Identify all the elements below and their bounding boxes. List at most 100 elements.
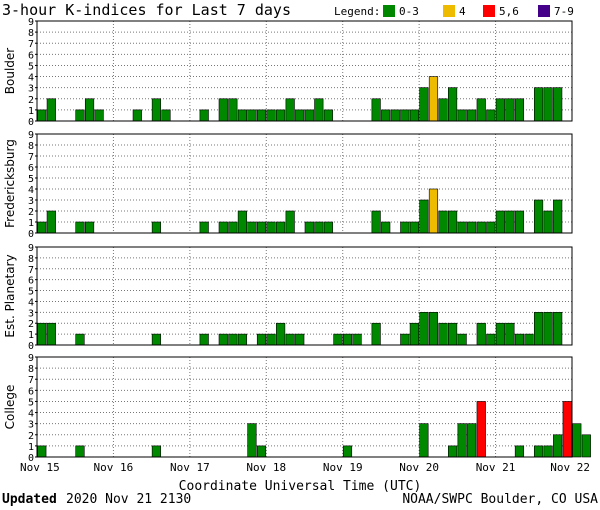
k-bar [457,109,467,122]
k-bar [409,109,419,122]
x-tick-label: Nov 22 [550,461,590,474]
k-bar [295,333,305,346]
k-bar [457,333,467,346]
k-bar [46,210,56,234]
k-bar [247,109,257,122]
k-bar [514,333,525,346]
k-bar [505,322,515,346]
k-bar [132,109,142,122]
k-bar [400,109,410,122]
k-bar [256,221,267,234]
k-bar [543,87,553,122]
k-bar [400,333,410,346]
panels: 0123456789Boulder0123456789Fredericksbur… [3,17,591,464]
k-bar [228,98,238,122]
k-bar [333,333,343,346]
y-tick-label: 5 [28,61,34,72]
y-tick-label: 6 [28,276,34,287]
k-bar [486,109,496,122]
k-bar [400,221,410,234]
k-bar [161,109,171,122]
legend: 0-3 4 5,6 7-9 [383,5,574,18]
k-bar [151,98,161,122]
y-tick-label: 8 [28,254,34,265]
k-bar [314,98,324,122]
k-bar [276,322,286,346]
y-tick-label: 8 [28,141,34,152]
k-bar [151,221,161,234]
k-bar [467,423,477,458]
k-bar [428,76,439,122]
panel-label: Boulder [3,48,17,95]
k-bar [438,98,448,122]
k-bar [486,333,496,346]
y-tick-label: 5 [28,287,34,298]
k-bar [323,221,333,234]
k-bar [572,423,582,458]
legend-swatch [443,5,455,17]
k-bar [256,333,267,346]
x-axis-ticks: Nov 15 Nov 16 Nov 17 Nov 18 Nov 19 Nov 20 Nov … [20,461,590,474]
y-tick-label: 9 [28,130,34,141]
k-bar [342,333,353,346]
y-tick-label: 3 [28,196,34,207]
k-bar [199,221,209,234]
chart-title: 3-hour K-indices for Last 7 days [2,1,291,19]
y-tick-label: 1 [28,106,34,117]
k-bar [84,98,95,122]
k-bar [151,445,161,458]
k-bar [476,98,486,122]
y-tick-label: 3 [28,84,34,95]
credit-text: NOAA/SWPC Boulder, CO USA [402,492,598,507]
k-bar [419,423,429,458]
k-bar [438,210,448,234]
k-bar [285,210,295,234]
k-bar [247,423,257,458]
k-bar [409,322,419,346]
y-tick-label: 6 [28,386,34,397]
k-bar [514,445,525,458]
k-bar [352,333,362,346]
y-tick-label: 0 [28,453,34,464]
k-bar [371,210,381,234]
y-tick-label: 4 [28,185,34,196]
k-bar [151,333,161,346]
k-bar [448,322,458,346]
y-tick-label: 9 [28,17,34,28]
x-axis-label: Coordinate Universal Time (UTC) [179,479,422,494]
k-bar [419,199,429,234]
k-bar [381,109,391,122]
legend-label: Legend: [334,5,380,18]
k-bar [476,221,486,234]
y-tick-label: 9 [28,353,34,364]
y-tick-label: 5 [28,397,34,408]
k-bar [237,109,247,122]
panel-label: Est. Planetary [3,254,17,337]
x-tick-label: Nov 15 [20,461,60,474]
k-bar [314,221,324,234]
k-bar [276,221,286,234]
k-bar [448,445,458,458]
x-tick-label: Nov 18 [246,461,286,474]
k-bar [256,109,267,122]
k-bar [323,109,333,122]
y-tick-label: 8 [28,364,34,375]
k-bar [467,109,477,122]
k-bar [295,109,305,122]
y-tick-label: 2 [28,207,34,218]
k-bar [543,210,553,234]
k-bar [448,87,458,122]
y-tick-label: 0 [28,341,34,352]
k-bar [228,221,238,234]
k-bar [390,109,400,122]
y-tick-label: 1 [28,330,34,341]
k-bar [505,98,515,122]
k-bar [495,210,505,234]
legend-entry: 7-9 [554,5,574,18]
k-bar [533,445,544,458]
y-tick-label: 1 [28,442,34,453]
k-bar [46,98,56,122]
